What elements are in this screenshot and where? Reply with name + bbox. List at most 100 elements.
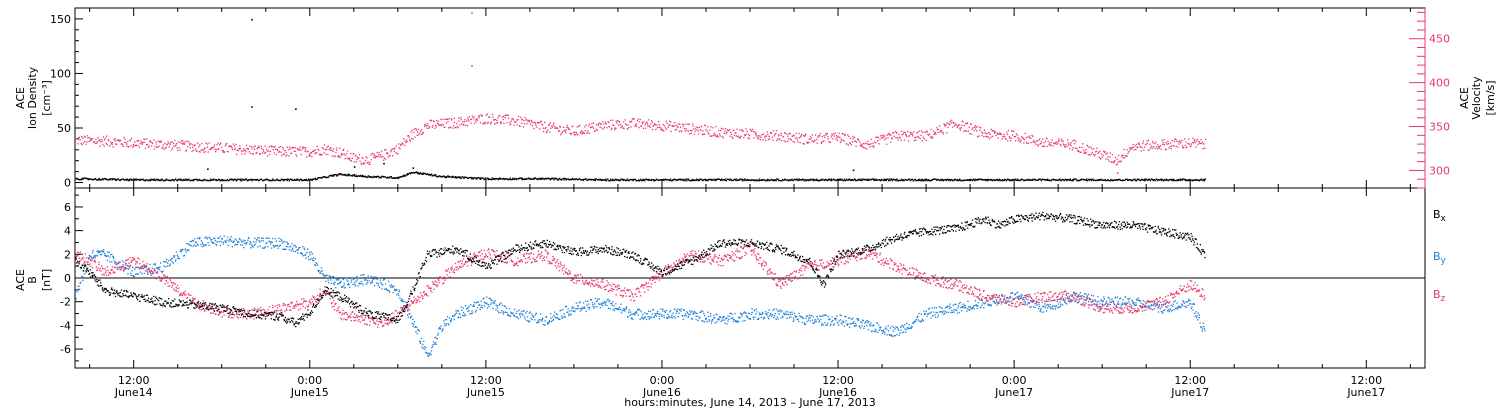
density-point [797,178,799,180]
by-point [336,279,338,281]
velocity-point [759,138,762,141]
velocity-point [799,136,802,138]
by-point [323,276,325,278]
velocity-point [335,151,337,154]
field-tick-label: -6 [60,343,71,356]
density-point [449,176,451,178]
by-point [446,323,448,325]
by-point [319,272,321,274]
velocity-point [305,149,307,151]
density-point [864,178,866,181]
by-point [352,277,355,280]
velocity-point [309,152,312,154]
by-point [727,320,729,322]
velocity-point [530,123,532,125]
density-point [1086,178,1088,180]
by-point [818,321,820,323]
density-point [918,178,920,181]
velocity-point [1040,140,1043,143]
density-point [133,178,135,180]
by-point [905,328,907,331]
velocity-point [1059,143,1061,146]
by-point [834,317,836,320]
by-point [346,279,348,281]
velocity-point [944,125,946,127]
velocity-point [660,127,662,129]
density-point [97,179,99,181]
density-point [408,172,410,174]
density-point [1195,178,1197,181]
by-point [329,276,332,278]
density-point [471,177,473,179]
density-point [572,178,574,180]
velocity-point [178,141,180,143]
by-point [495,309,497,311]
by-point [342,278,344,280]
by-point [263,247,265,249]
density-point [1144,180,1146,182]
velocity-point [871,145,873,147]
density-point [109,179,111,181]
by-point [462,311,465,314]
by-point [476,301,478,303]
by-point [432,343,434,346]
by-point [736,321,738,323]
density-point [494,178,496,181]
by-point [908,327,910,329]
by-point [535,312,538,315]
velocity-point [673,125,675,127]
density-point [150,178,152,180]
density-point [652,179,654,181]
density-point [1015,178,1017,180]
velocity-point [459,124,461,126]
velocity-point [732,137,734,139]
by-point [214,239,217,242]
velocity-point [1057,140,1059,142]
velocity-point [726,129,728,131]
density-point [284,179,286,181]
velocity-point [81,136,83,138]
density-point [739,178,741,180]
by-point [812,316,814,318]
by-point [943,313,945,316]
velocity-point [812,141,814,143]
density-point [860,179,862,181]
velocity-point [370,159,372,161]
velocity-point [419,132,421,134]
by-point [811,319,814,321]
density-point [161,178,163,180]
velocity-point [95,138,97,140]
by-point [288,249,291,251]
density-point [392,177,394,179]
velocity-point [879,135,882,137]
density-point [954,178,957,180]
density-point [216,179,218,182]
density-point [395,177,398,179]
by-point [686,312,689,314]
velocity-point [793,141,796,143]
by-point [187,250,189,252]
velocity-point [462,120,464,123]
velocity-point [1147,139,1150,141]
velocity-point [522,126,525,128]
velocity-point [864,143,866,145]
velocity-point [1076,150,1079,152]
density-point [686,180,688,182]
velocity-point [602,128,605,130]
velocity-point [331,149,333,151]
density-point [762,178,764,181]
by-point [894,328,896,330]
velocity-point [631,120,633,122]
velocity-point [1082,149,1085,152]
density-point [678,179,680,181]
velocity-point [930,128,932,131]
velocity-point [544,128,546,130]
velocity-point [156,146,158,149]
density-point [387,177,389,179]
by-point [303,248,306,251]
density-point [1134,178,1136,180]
velocity-point [1157,144,1159,146]
velocity-point [496,119,498,122]
by-point [84,273,86,275]
velocity-point [589,126,592,128]
